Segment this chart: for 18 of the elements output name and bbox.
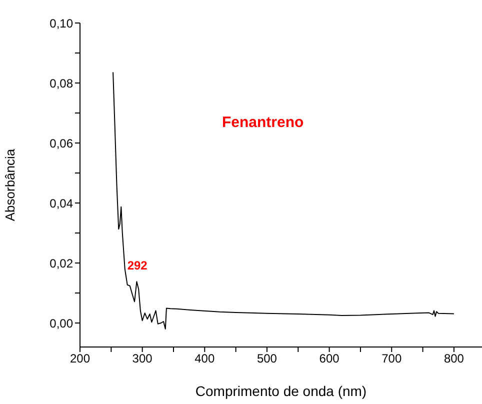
x-axis-title: Comprimento de onda (nm) xyxy=(195,383,367,399)
y-tick-label: 0,02 xyxy=(50,256,74,270)
annotation: Fenantreno xyxy=(222,114,304,131)
x-tick-label: 600 xyxy=(319,352,340,366)
y-tick-label: 0,06 xyxy=(50,136,74,150)
x-tick-label: 700 xyxy=(382,352,402,366)
y-tick-label: 0,04 xyxy=(50,196,74,210)
y-tick-label: 0,08 xyxy=(50,76,74,90)
line-series xyxy=(112,72,454,330)
x-tick-label: 500 xyxy=(256,352,278,366)
y-tick-label: 0,00 xyxy=(50,316,74,330)
x-tick-label: 300 xyxy=(132,352,153,366)
y-tick-label: 0,10 xyxy=(50,16,74,30)
y-axis-title: Absorbância xyxy=(2,148,18,222)
x-tick-label: 400 xyxy=(194,352,215,366)
x-tick-label: 800 xyxy=(444,352,464,366)
annotation: 292 xyxy=(127,258,148,273)
x-tick-label: 200 xyxy=(70,352,90,366)
